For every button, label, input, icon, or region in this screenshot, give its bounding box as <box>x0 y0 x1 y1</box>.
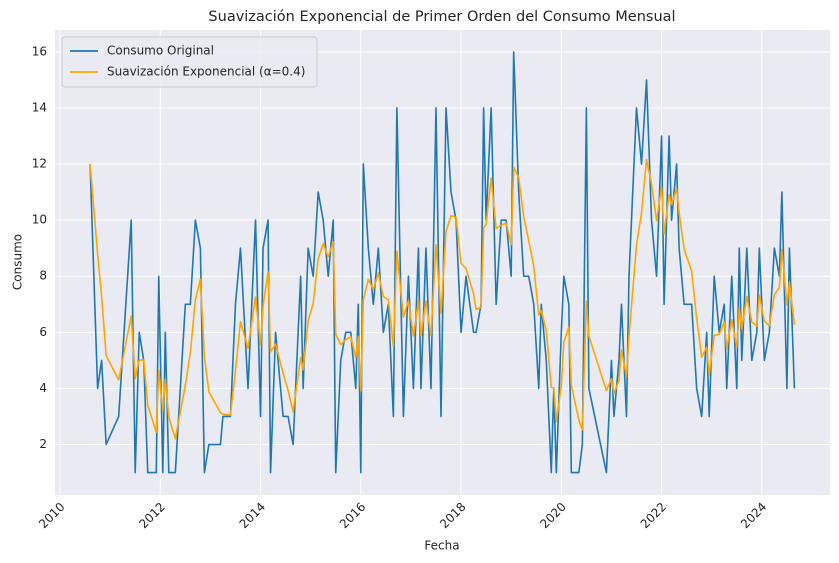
y-tick-label: 16 <box>32 44 47 58</box>
series-line <box>89 51 796 474</box>
x-axis-label: Fecha <box>424 539 459 553</box>
y-tick-label: 4 <box>39 381 47 395</box>
x-tick-label: 2010 <box>36 500 67 531</box>
x-tick-label: 2022 <box>638 500 669 531</box>
y-tick-label: 2 <box>39 437 47 451</box>
y-tick-label: 6 <box>39 325 47 339</box>
lines <box>89 51 796 474</box>
y-tick-label: 8 <box>39 269 47 283</box>
x-tick-label: 2012 <box>136 500 167 531</box>
y-tick-label: 12 <box>32 157 47 171</box>
chart-title: Suavización Exponencial de Primer Orden … <box>208 9 675 25</box>
x-tick-label: 2016 <box>337 500 368 531</box>
x-tick-label: 2024 <box>738 500 769 531</box>
legend-label: Consumo Original <box>107 44 214 58</box>
y-tick-label: 14 <box>32 100 47 114</box>
y-tick-label: 10 <box>32 213 47 227</box>
series-line <box>89 158 796 440</box>
x-tick-label: 2018 <box>437 500 468 531</box>
x-tick-label: 2014 <box>237 500 268 531</box>
legend-label: Suavización Exponencial (α=0.4) <box>107 65 305 79</box>
legend-box <box>61 36 318 88</box>
x-tick-label: 2020 <box>537 500 568 531</box>
legend: Consumo Original Suavización Exponencial … <box>61 36 318 88</box>
y-axis-label: Consumo <box>11 234 25 290</box>
